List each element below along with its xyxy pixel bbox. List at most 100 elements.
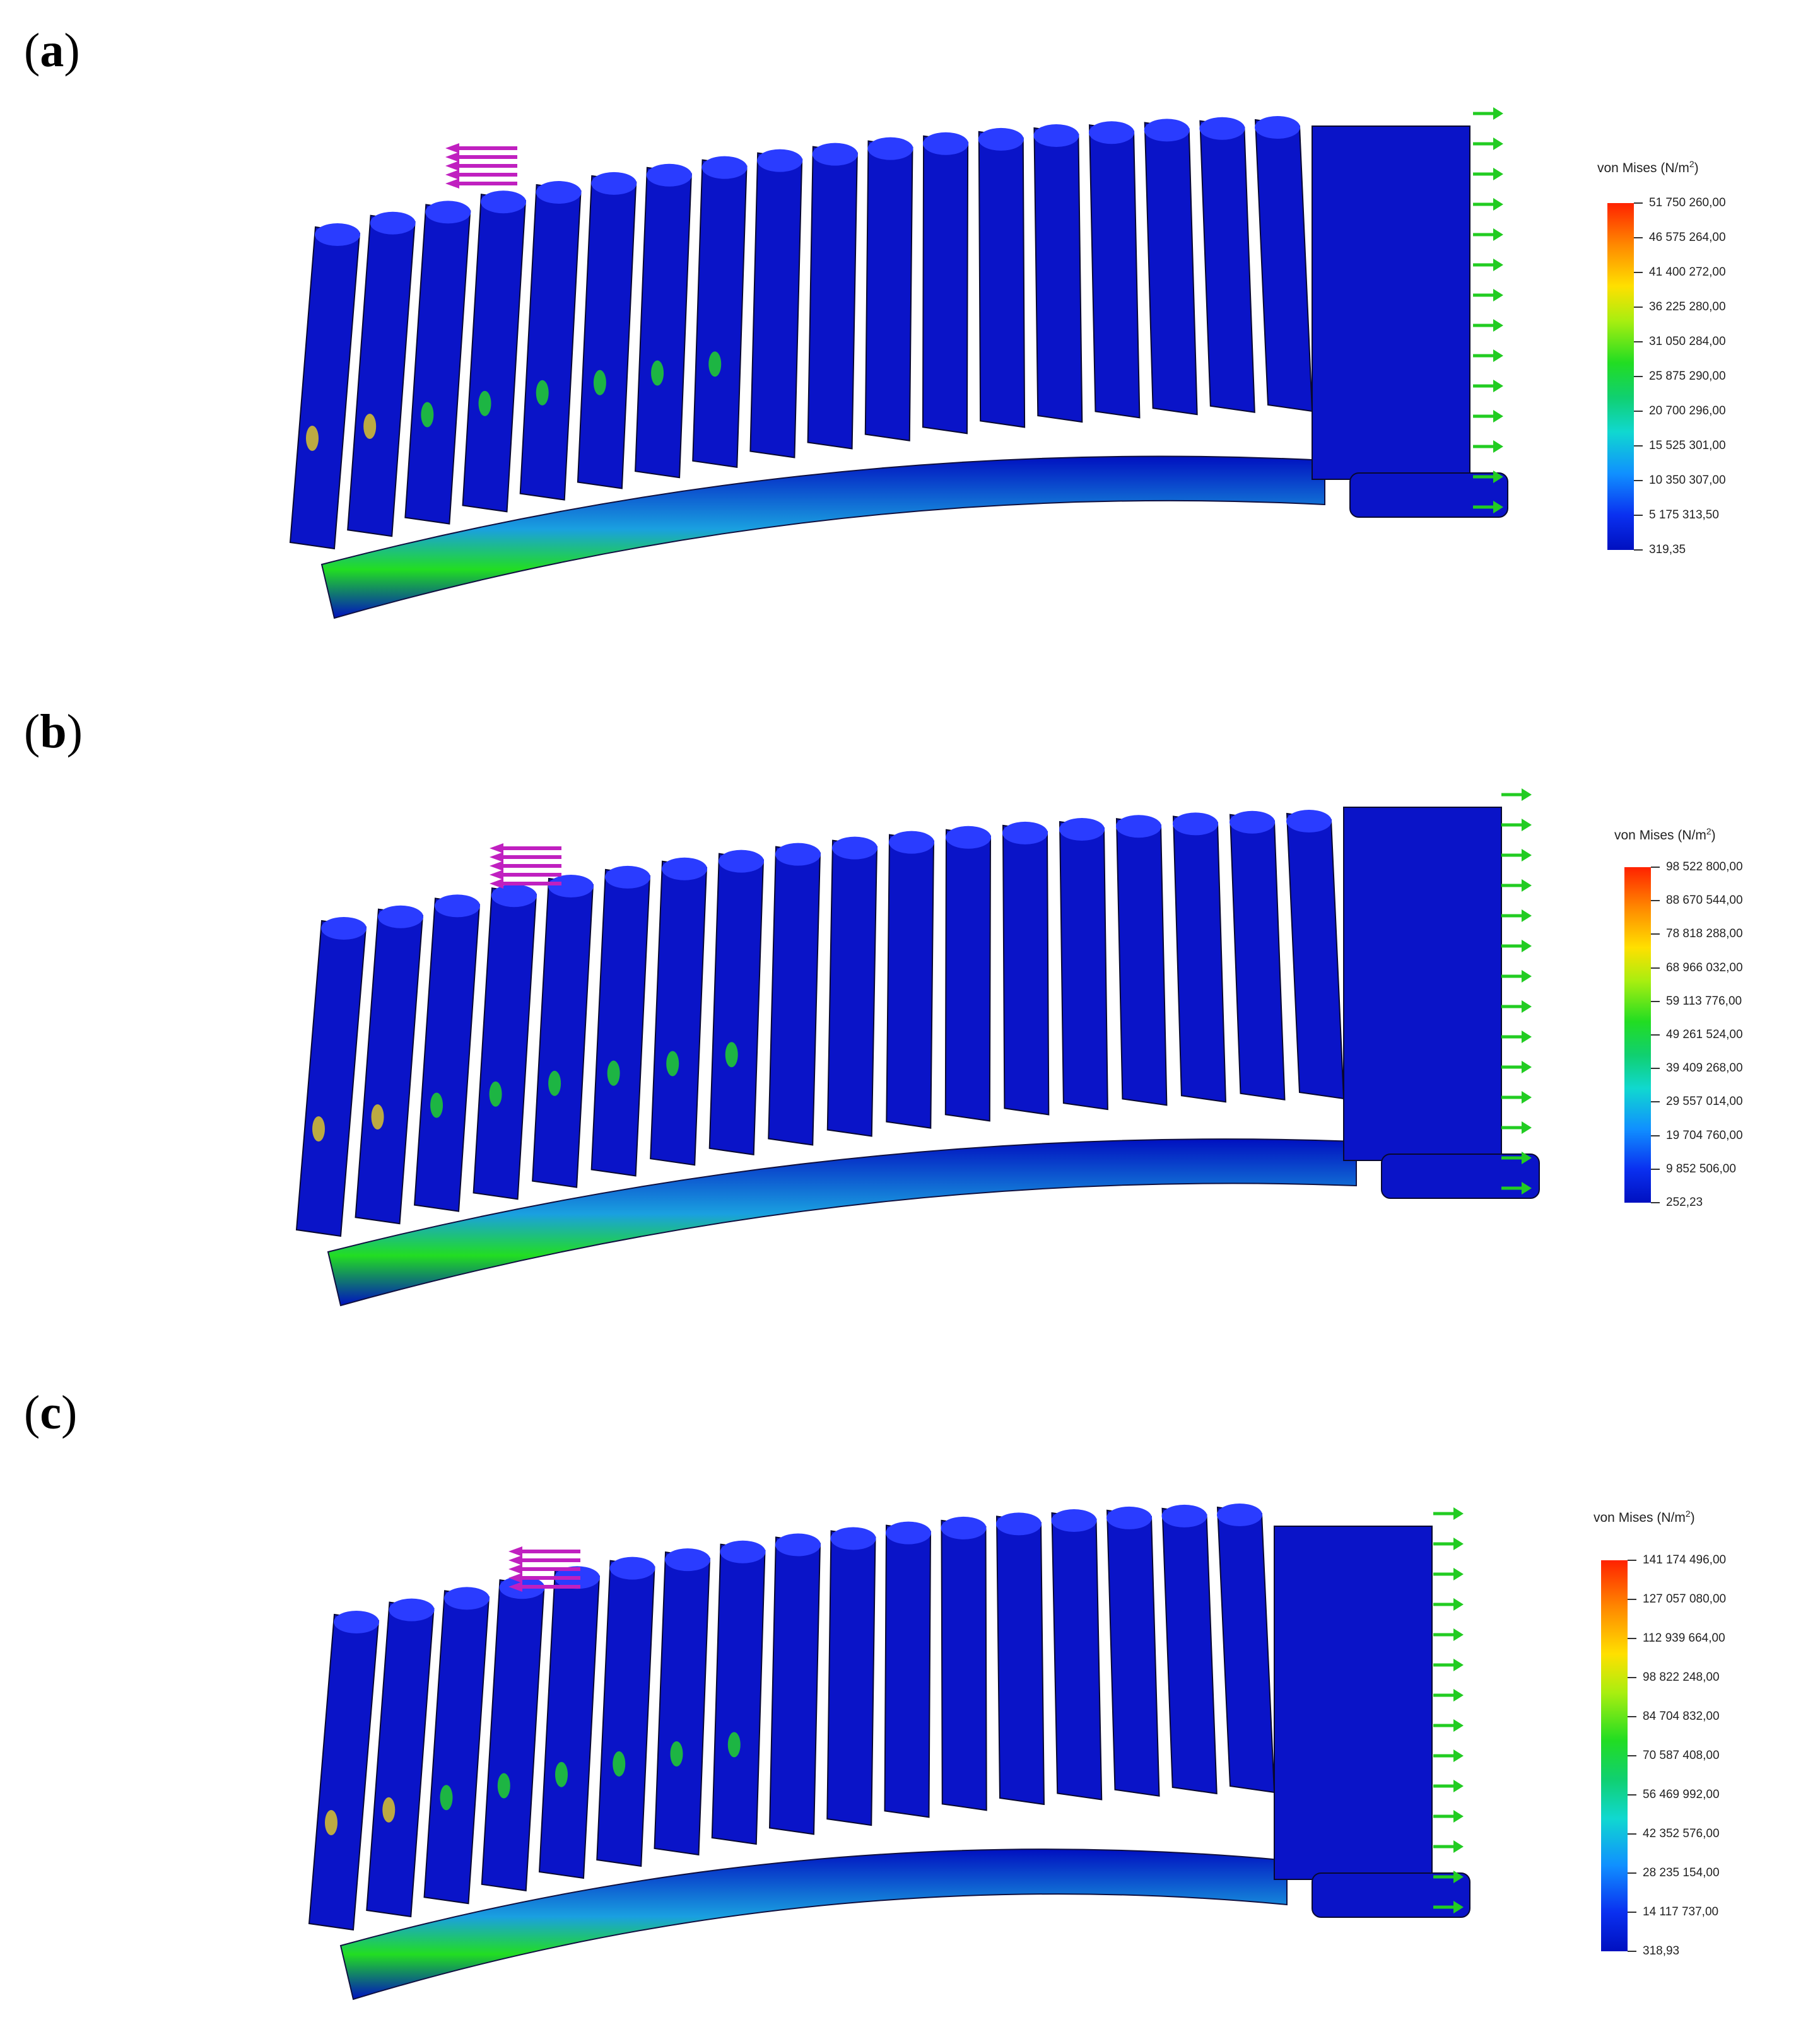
tooth-cap — [389, 1598, 435, 1621]
tooth — [1229, 814, 1286, 1101]
tooth-cap — [1161, 1504, 1207, 1527]
legend-tick-label: 36 225 280,00 — [1634, 300, 1726, 314]
tooth — [1059, 821, 1108, 1111]
tooth — [1286, 812, 1345, 1100]
legend-title: von Mises (N/m2) — [1597, 159, 1699, 175]
tooth-cap — [646, 163, 692, 187]
fixture-arrow-icon — [1522, 909, 1532, 922]
tooth-cap — [321, 917, 367, 940]
fixture-arrow-icon — [1493, 349, 1503, 362]
tooth-cap — [315, 223, 360, 246]
legend-tick-label: 127 057 080,00 — [1628, 1592, 1726, 1606]
stress-hotspot — [478, 390, 491, 416]
legend-tick-label: 98 522 800,00 — [1651, 860, 1743, 874]
tooth — [864, 140, 913, 441]
legend-tick-label: 29 557 014,00 — [1651, 1095, 1743, 1109]
fixture-arrow-icon — [1493, 168, 1503, 180]
stress-hotspot — [555, 1761, 568, 1787]
tooth — [708, 853, 765, 1155]
stress-hotspot — [666, 1051, 679, 1077]
tooth — [1172, 815, 1226, 1103]
stress-hotspot — [727, 1732, 741, 1758]
tooth-cap — [662, 857, 707, 880]
legend-title: von Mises (N/m2) — [1594, 1509, 1695, 1525]
fixture-arrow-icon — [1453, 1659, 1464, 1671]
legend-tick-label: 31 050 284,00 — [1634, 335, 1726, 349]
fixture-arrow-icon — [1453, 1780, 1464, 1792]
tooth — [886, 834, 935, 1129]
tooth-cap — [1051, 1509, 1097, 1533]
tooth-cap — [1089, 121, 1135, 144]
load-arrow-icon — [508, 1546, 522, 1556]
legend-tick-label: 98 822 248,00 — [1628, 1671, 1720, 1685]
fixture-arrow-icon — [1493, 470, 1503, 483]
tooth-cap — [1144, 119, 1190, 142]
tooth — [1106, 1509, 1160, 1797]
tooth — [768, 1536, 821, 1835]
tooth-cap — [757, 149, 803, 172]
legend-tick-label: 10 350 307,00 — [1634, 474, 1726, 488]
fixture-arrow-icon — [1453, 1598, 1464, 1611]
legend-colorbar — [1624, 867, 1651, 1203]
legend-tick-label: 59 113 776,00 — [1651, 995, 1742, 1008]
tooth — [941, 1519, 987, 1811]
tooth — [1115, 818, 1168, 1106]
tooth-cap — [548, 875, 594, 898]
tooth-cap — [536, 181, 582, 204]
end-block — [1312, 126, 1470, 480]
tooth — [1161, 1507, 1218, 1795]
fixture-arrow-icon — [1522, 940, 1532, 952]
tooth-cap — [605, 865, 650, 889]
legend-tick-label: 318,93 — [1628, 1944, 1679, 1958]
tooth-cap — [425, 201, 471, 224]
fixture-arrow-icon — [1493, 440, 1503, 453]
fixture-arrow-icon — [1493, 228, 1503, 241]
legend-tick-label: 28 235 154,00 — [1628, 1866, 1720, 1880]
fixture-arrow-icon — [1453, 1901, 1464, 1913]
fea-model-view — [289, 107, 1508, 619]
legend-tick-label: 252,23 — [1651, 1196, 1703, 1210]
fixture-arrow-icon — [1493, 259, 1503, 271]
legend-tick-label: 15 525 301,00 — [1634, 439, 1726, 453]
fixture-arrow-icon — [1493, 501, 1503, 513]
stress-hotspot — [607, 1060, 620, 1086]
tooth-cap — [830, 1527, 876, 1550]
fixture-arrow-icon — [1522, 819, 1532, 831]
legend-tick-label: 49 261 524,00 — [1651, 1028, 1743, 1042]
tooth-cap — [609, 1556, 655, 1580]
fixture-arrow-icon — [1493, 289, 1503, 301]
stress-hotspot — [613, 1751, 626, 1777]
tooth-cap — [591, 172, 637, 195]
end-block — [1274, 1526, 1433, 1880]
tooth — [472, 887, 537, 1200]
tooth — [423, 1590, 490, 1905]
stress-hotspot — [440, 1785, 453, 1811]
legend-tick-label: 51 750 260,00 — [1634, 196, 1726, 210]
tooth — [826, 1530, 876, 1826]
tooth-cap — [334, 1611, 379, 1633]
tooth — [650, 860, 708, 1166]
stress-hotspot — [725, 1042, 738, 1068]
tooth-cap — [1255, 116, 1300, 139]
stress-hotspot — [670, 1741, 683, 1767]
tooth-cap — [480, 190, 526, 214]
tooth — [538, 1569, 601, 1879]
tooth — [413, 897, 481, 1212]
legend-tick-label: 25 875 290,00 — [1634, 370, 1726, 383]
tooth — [590, 868, 651, 1177]
tooth — [1089, 124, 1141, 419]
legend-tick-label: 14 117 737,00 — [1628, 1905, 1718, 1919]
tooth — [1002, 824, 1050, 1116]
fixture-arrow-icon — [1522, 849, 1532, 861]
tooth-cap — [1230, 810, 1275, 834]
fixture-arrow-icon — [1522, 1152, 1532, 1164]
tooth — [995, 1515, 1045, 1806]
legend-tick-label: 70 587 408,00 — [1628, 1749, 1720, 1763]
tooth-cap — [867, 137, 913, 160]
fixture-arrow-icon — [1453, 1749, 1464, 1762]
tooth — [308, 1613, 380, 1931]
stress-hotspot — [312, 1116, 325, 1142]
load-arrow-icon — [490, 861, 503, 871]
tooth — [404, 204, 471, 525]
legend-tick-label: 88 670 544,00 — [1651, 894, 1743, 908]
